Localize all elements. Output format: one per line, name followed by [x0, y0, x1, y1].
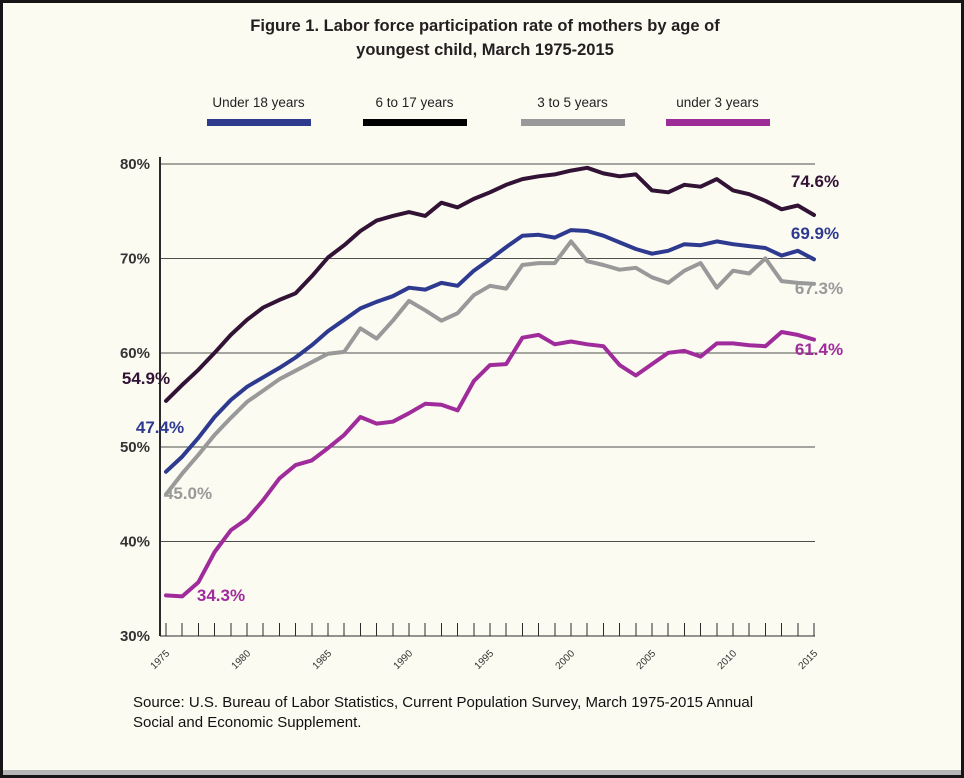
- start-value-label-3-to-5-years: 45.0%: [164, 484, 212, 503]
- start-value-label-under-18-years: 47.4%: [136, 418, 184, 437]
- legend-label-under-3-years: under 3 years: [676, 95, 759, 110]
- source-note-line2: Social and Economic Supplement.: [133, 714, 362, 732]
- end-value-label-6-to-17-years: 74.6%: [791, 172, 839, 191]
- y-axis-label-70%: 70%: [120, 250, 150, 267]
- legend-label-6-to-17-years: 6 to 17 years: [375, 95, 454, 110]
- legend-label-under-18-years: Under 18 years: [212, 95, 305, 110]
- y-axis-label-80%: 80%: [120, 156, 150, 173]
- legend-swatch-6-to-17-years: [362, 119, 467, 126]
- legend-label-3-to-5-years: 3 to 5 years: [537, 95, 608, 110]
- figure-title-line1: Figure 1. Labor force participation rate…: [250, 17, 720, 35]
- source-note: Source: U.S. Bureau of Labor Statistics,…: [133, 693, 833, 734]
- legend-swatch-under-18-years: [206, 119, 311, 126]
- source-note-line1: Source: U.S. Bureau of Labor Statistics,…: [133, 694, 754, 711]
- legend-item-under-3-years: under 3 years: [660, 95, 775, 126]
- legend-item-6-to-17-years: 6 to 17 years: [357, 95, 472, 126]
- x-axis-label-2015: 2015: [797, 648, 821, 672]
- x-axis-label-2005: 2005: [635, 648, 659, 672]
- legend-swatch-under-3-years: [665, 119, 770, 126]
- end-value-label-under-3-years: 61.4%: [795, 340, 843, 359]
- legend-item-under-18-years: Under 18 years: [201, 95, 316, 126]
- start-value-label-6-to-17-years: 54.9%: [122, 369, 170, 388]
- legend-item-3-to-5-years: 3 to 5 years: [515, 95, 630, 126]
- x-axis-label-1975: 1975: [149, 648, 173, 672]
- y-axis-label-60%: 60%: [120, 345, 150, 362]
- x-axis-label-1995: 1995: [473, 648, 497, 672]
- chart-legend: Under 18 years 6 to 17 years 3 to 5 years u…: [3, 3, 961, 143]
- bottom-edge-strip: [3, 770, 961, 775]
- figure-title-line2: youngest child, March 1975-2015: [356, 40, 614, 59]
- x-axis-label-2000: 2000: [554, 648, 578, 672]
- x-axis-label-1985: 1985: [311, 648, 335, 672]
- end-value-label-under-18-years: 69.9%: [791, 224, 839, 243]
- end-value-label-3-to-5-years: 67.3%: [795, 279, 843, 298]
- figure-title: Figure 1. Labor force participation rate…: [3, 15, 961, 63]
- y-axis-label-40%: 40%: [120, 534, 150, 551]
- series-line-6-to-17-years: [164, 165, 816, 403]
- x-axis-label-2010: 2010: [716, 648, 740, 672]
- x-axis-label-1990: 1990: [392, 648, 416, 672]
- legend-swatch-3-to-5-years: [520, 119, 625, 126]
- y-axis-label-30%: 30%: [120, 628, 150, 645]
- line-chart: 80% 70% 60% 50% 40% 30% 1975 1980 1985 1990 1995 20…: [120, 156, 843, 672]
- series-line-under-18-years: [164, 228, 816, 474]
- series-line-under-3-years: [164, 330, 816, 599]
- x-axis-label-1980: 1980: [230, 648, 254, 672]
- y-axis-label-50%: 50%: [120, 439, 150, 456]
- series-line-3-to-5-years: [164, 239, 816, 497]
- start-value-label-under-3-years: 34.3%: [197, 586, 245, 605]
